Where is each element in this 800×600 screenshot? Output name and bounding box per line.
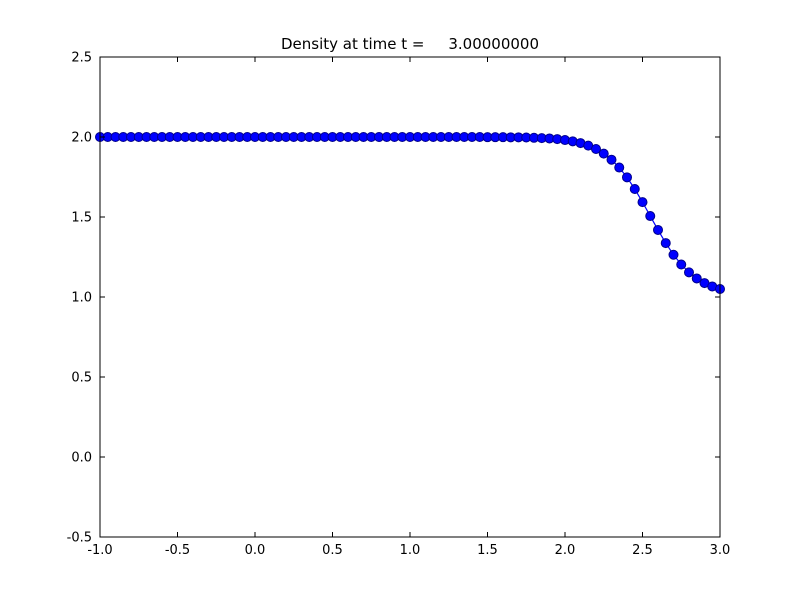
x-axis-tick-label: 3.0 bbox=[710, 543, 731, 558]
data-marker bbox=[653, 224, 663, 235]
data-marker bbox=[684, 267, 694, 278]
data-marker bbox=[622, 172, 632, 183]
y-axis-tick-label: 2.0 bbox=[71, 131, 92, 146]
x-axis-tick-label: 1.0 bbox=[400, 543, 421, 558]
data-marker bbox=[691, 273, 702, 284]
data-marker bbox=[606, 154, 617, 165]
y-axis-tick-label: 2.5 bbox=[71, 51, 92, 66]
x-axis-tick-label: -1.0 bbox=[87, 543, 112, 558]
data-marker bbox=[668, 249, 679, 260]
data-marker bbox=[637, 197, 648, 208]
y-axis-tick-label: 1.0 bbox=[71, 291, 92, 306]
data-line bbox=[100, 136, 721, 290]
x-axis-tick-label: 2.5 bbox=[632, 543, 653, 558]
data-marker bbox=[645, 211, 656, 222]
x-axis-tick-label: 2.0 bbox=[555, 543, 576, 558]
data-marker bbox=[591, 144, 601, 154]
y-axis-tick-label: 0.0 bbox=[71, 451, 92, 466]
x-axis-tick-label: -0.5 bbox=[165, 543, 190, 558]
data-marker bbox=[676, 259, 687, 270]
data-marker bbox=[598, 148, 609, 159]
data-marker bbox=[629, 184, 640, 194]
x-axis-tick-label: 0.5 bbox=[322, 543, 343, 558]
data-marker bbox=[614, 162, 625, 173]
y-axis-tick-label: -0.5 bbox=[67, 531, 92, 546]
data-marker bbox=[660, 238, 671, 249]
y-axis-tick-label: 1.5 bbox=[71, 211, 92, 226]
y-axis-tick-label: 0.5 bbox=[71, 371, 92, 386]
x-axis-tick-label: 1.5 bbox=[477, 543, 498, 558]
x-axis-tick-label: 0.0 bbox=[245, 543, 266, 558]
axes-frame bbox=[99, 56, 721, 538]
plot-title: Density at time t = 3.00000000 bbox=[281, 35, 539, 53]
